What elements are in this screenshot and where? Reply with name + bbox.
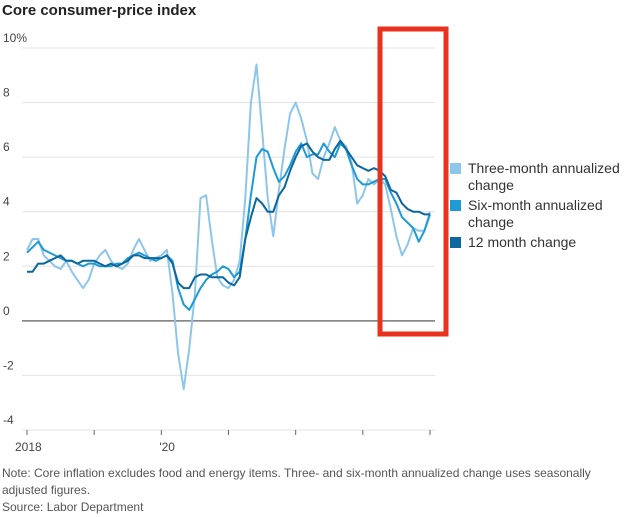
legend-swatch: [450, 163, 461, 174]
y-tick-label: 8: [3, 86, 10, 100]
x-tick-label: 2018: [15, 440, 42, 454]
y-tick-label: 2: [3, 249, 10, 263]
legend-label: Six-month annualized change: [468, 197, 603, 230]
x-tick-label: '20: [159, 440, 175, 454]
legend-entry: Three-month annualized change: [450, 160, 635, 194]
y-tick-label: 10%: [3, 31, 27, 45]
legend-label: 12 month change: [468, 234, 577, 250]
legend-label: Three-month annualized change: [468, 160, 620, 193]
y-tick-label: 6: [3, 140, 10, 154]
legend-swatch: [450, 200, 461, 211]
footnotes: Note: Core inflation excludes food and e…: [2, 465, 638, 516]
y-tick-label: 4: [3, 195, 10, 209]
y-tick-label: -2: [3, 358, 14, 372]
y-tick-label: -4: [3, 413, 14, 427]
series-line: [26, 142, 431, 311]
chart-title: Core consumer-price index: [2, 2, 197, 19]
legend-entry: 12 month change: [450, 234, 635, 251]
legend-entry: Six-month annualized change: [450, 197, 635, 231]
highlight-box: [377, 26, 449, 337]
source: Source: Labor Department: [2, 500, 144, 514]
y-tick-label: 0: [3, 304, 10, 318]
note: Note: Core inflation excludes food and e…: [2, 466, 591, 497]
series-line: [26, 63, 431, 391]
legend: Three-month annualized change Six-month a…: [450, 160, 635, 254]
series-line: [27, 139, 430, 290]
legend-swatch: [450, 237, 461, 248]
